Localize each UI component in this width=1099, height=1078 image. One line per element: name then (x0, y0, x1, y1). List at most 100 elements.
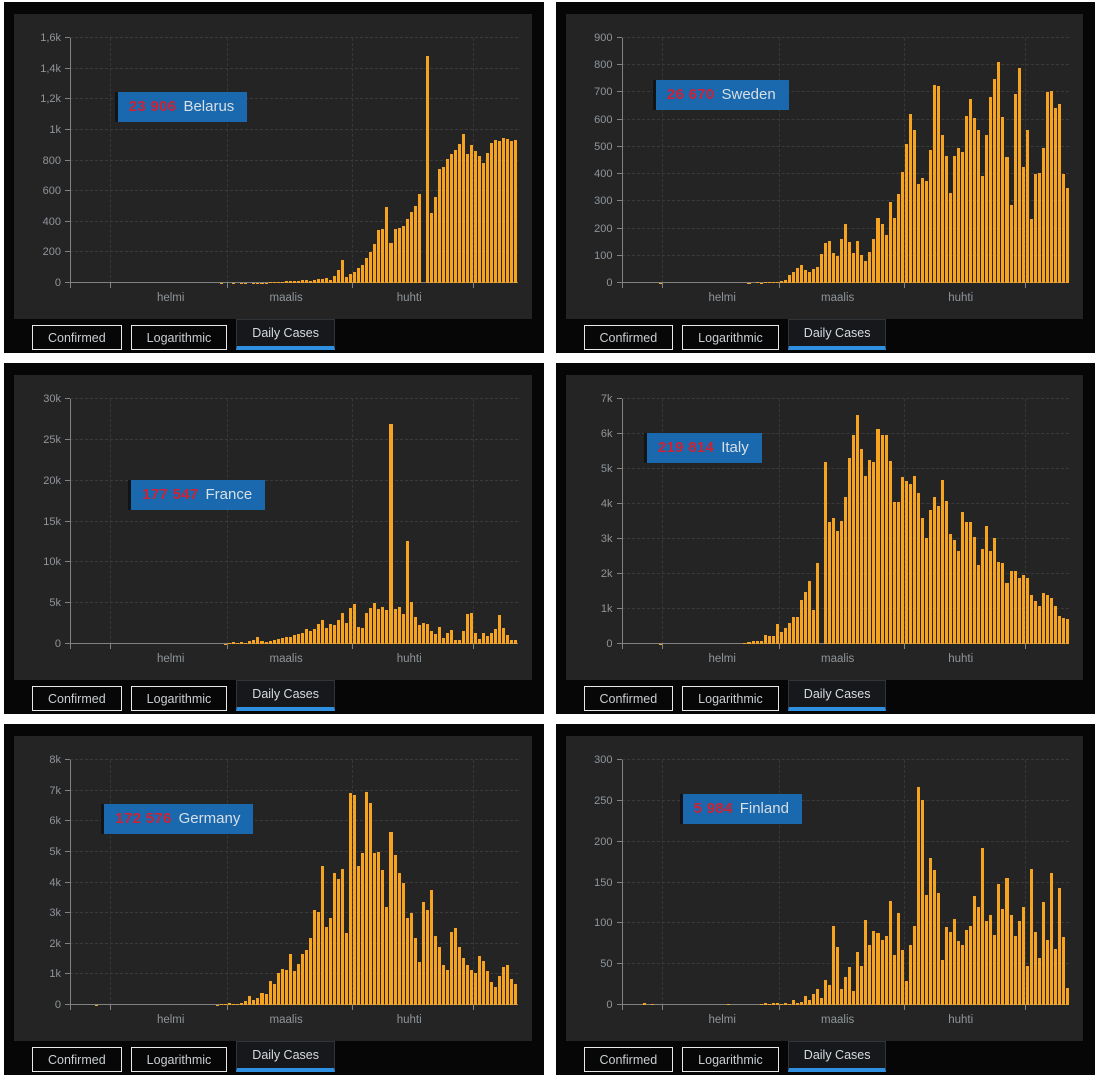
bar[interactable] (642, 1003, 646, 1005)
bar[interactable] (361, 627, 365, 644)
bar[interactable] (272, 639, 276, 644)
bar[interactable] (276, 281, 280, 283)
bar[interactable] (389, 424, 393, 644)
bar[interactable] (771, 635, 775, 644)
bar[interactable] (329, 624, 333, 644)
bar[interactable] (852, 991, 856, 1005)
bar[interactable] (458, 144, 462, 283)
bar[interactable] (779, 1004, 783, 1005)
bar[interactable] (268, 980, 272, 1005)
bar[interactable] (280, 969, 284, 1005)
tab-daily-cases[interactable]: Daily Cases (787, 680, 887, 711)
bar[interactable] (1021, 907, 1025, 1005)
bar[interactable] (940, 479, 944, 644)
bar[interactable] (872, 930, 876, 1005)
bar[interactable] (445, 969, 449, 1005)
tab-logarithmic[interactable]: Logarithmic (130, 325, 228, 350)
bar[interactable] (1009, 570, 1013, 644)
bar[interactable] (510, 140, 514, 283)
bar[interactable] (1049, 91, 1053, 283)
bar[interactable] (393, 854, 397, 1005)
bar[interactable] (308, 280, 312, 283)
bar[interactable] (405, 917, 409, 1005)
bar[interactable] (936, 86, 940, 283)
bar[interactable] (920, 177, 924, 283)
bar[interactable] (795, 616, 799, 644)
bar[interactable] (304, 628, 308, 644)
bar[interactable] (844, 223, 848, 283)
bar[interactable] (381, 229, 385, 283)
bar[interactable] (429, 631, 433, 644)
bar[interactable] (1017, 67, 1021, 283)
bar[interactable] (807, 1000, 811, 1005)
bar[interactable] (1061, 173, 1065, 283)
bar[interactable] (240, 641, 244, 644)
bar[interactable] (393, 229, 397, 283)
bar[interactable] (417, 625, 421, 644)
bar[interactable] (304, 279, 308, 283)
bar[interactable] (787, 274, 791, 283)
bar[interactable] (474, 150, 478, 283)
bar[interactable] (268, 640, 272, 644)
bar[interactable] (787, 1004, 791, 1005)
bar[interactable] (349, 608, 353, 644)
bar[interactable] (884, 235, 888, 283)
bar[interactable] (763, 282, 767, 283)
bar[interactable] (478, 956, 482, 1005)
bar[interactable] (413, 206, 417, 283)
bar[interactable] (908, 944, 912, 1005)
bar[interactable] (965, 521, 969, 644)
bar[interactable] (1021, 575, 1025, 644)
bar[interactable] (300, 280, 304, 283)
bar[interactable] (462, 134, 466, 283)
bar[interactable] (767, 1004, 771, 1005)
bar[interactable] (904, 980, 908, 1005)
bar[interactable] (811, 609, 815, 644)
bar[interactable] (791, 271, 795, 283)
bar[interactable] (775, 1003, 779, 1005)
bar[interactable] (767, 635, 771, 644)
bar[interactable] (353, 603, 357, 644)
bar[interactable] (860, 965, 864, 1005)
bar[interactable] (1029, 595, 1033, 644)
bar[interactable] (900, 172, 904, 283)
bar[interactable] (264, 994, 268, 1005)
bar[interactable] (997, 61, 1001, 283)
bar[interactable] (373, 602, 377, 644)
bar[interactable] (1001, 908, 1005, 1005)
bar[interactable] (514, 983, 518, 1005)
bar[interactable] (743, 643, 747, 644)
tab-logarithmic[interactable]: Logarithmic (682, 1047, 779, 1072)
bar[interactable] (957, 941, 961, 1005)
bar[interactable] (236, 643, 240, 644)
bar[interactable] (1009, 915, 1013, 1005)
bar[interactable] (880, 223, 884, 283)
bar[interactable] (969, 925, 973, 1005)
bar[interactable] (985, 920, 989, 1005)
bar[interactable] (892, 217, 896, 283)
bar[interactable] (502, 627, 506, 644)
bar[interactable] (425, 910, 429, 1005)
bar[interactable] (260, 992, 264, 1005)
bar[interactable] (1065, 188, 1069, 283)
bar[interactable] (892, 502, 896, 644)
bar[interactable] (860, 254, 864, 283)
bar[interactable] (900, 950, 904, 1005)
bar[interactable] (779, 281, 783, 283)
bar[interactable] (502, 138, 506, 283)
bar[interactable] (824, 242, 828, 283)
bar[interactable] (928, 858, 932, 1005)
bar[interactable] (409, 211, 413, 283)
bar[interactable] (981, 548, 985, 644)
bar[interactable] (252, 639, 256, 644)
tab-daily-cases[interactable]: Daily Cases (236, 680, 335, 711)
bar[interactable] (989, 97, 993, 283)
bar[interactable] (755, 282, 759, 283)
bar[interactable] (961, 511, 965, 644)
bar[interactable] (985, 526, 989, 644)
bar[interactable] (502, 966, 506, 1005)
bar[interactable] (945, 156, 949, 283)
bar[interactable] (824, 979, 828, 1005)
bar[interactable] (844, 977, 848, 1005)
bar[interactable] (421, 622, 425, 644)
